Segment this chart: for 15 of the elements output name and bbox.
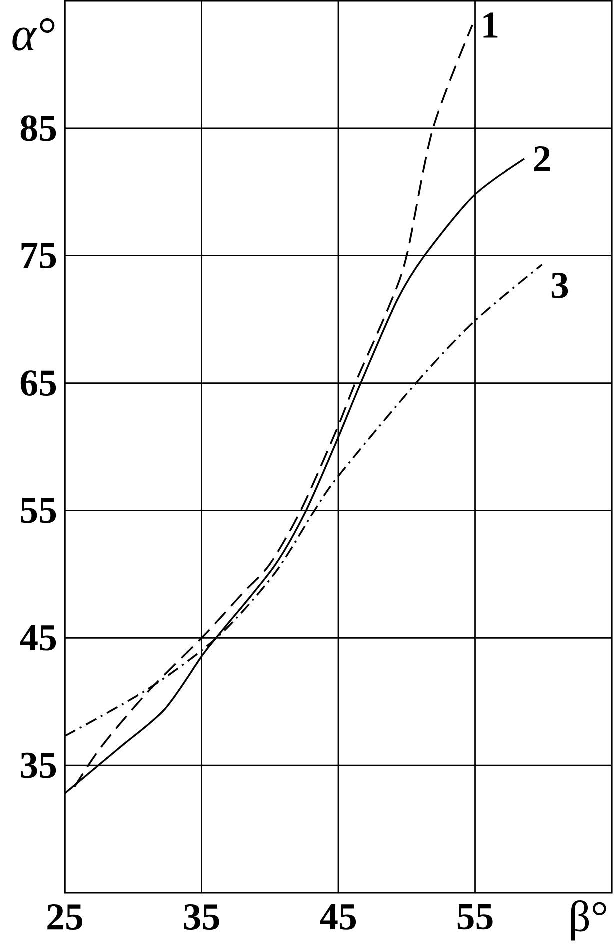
- x-axis-title: β°: [571, 900, 606, 941]
- x-tick-label: 45: [320, 904, 356, 930]
- x-tick-label: 25: [48, 904, 83, 930]
- y-tick-label: 45: [20, 625, 56, 651]
- x-tick-label: 35: [184, 904, 220, 930]
- y-tick-label: 55: [21, 498, 56, 524]
- x-tick-label: 55: [458, 904, 493, 930]
- series-label: 1: [484, 12, 498, 38]
- series-label: 2: [534, 146, 550, 172]
- series-label: 3: [552, 272, 568, 298]
- y-tick-label: 65: [20, 370, 56, 396]
- y-tick-label: 75: [22, 243, 56, 268]
- y-tick-label: 85: [20, 116, 56, 142]
- y-axis-title: α°: [12, 18, 55, 51]
- y-tick-label: 35: [21, 752, 56, 778]
